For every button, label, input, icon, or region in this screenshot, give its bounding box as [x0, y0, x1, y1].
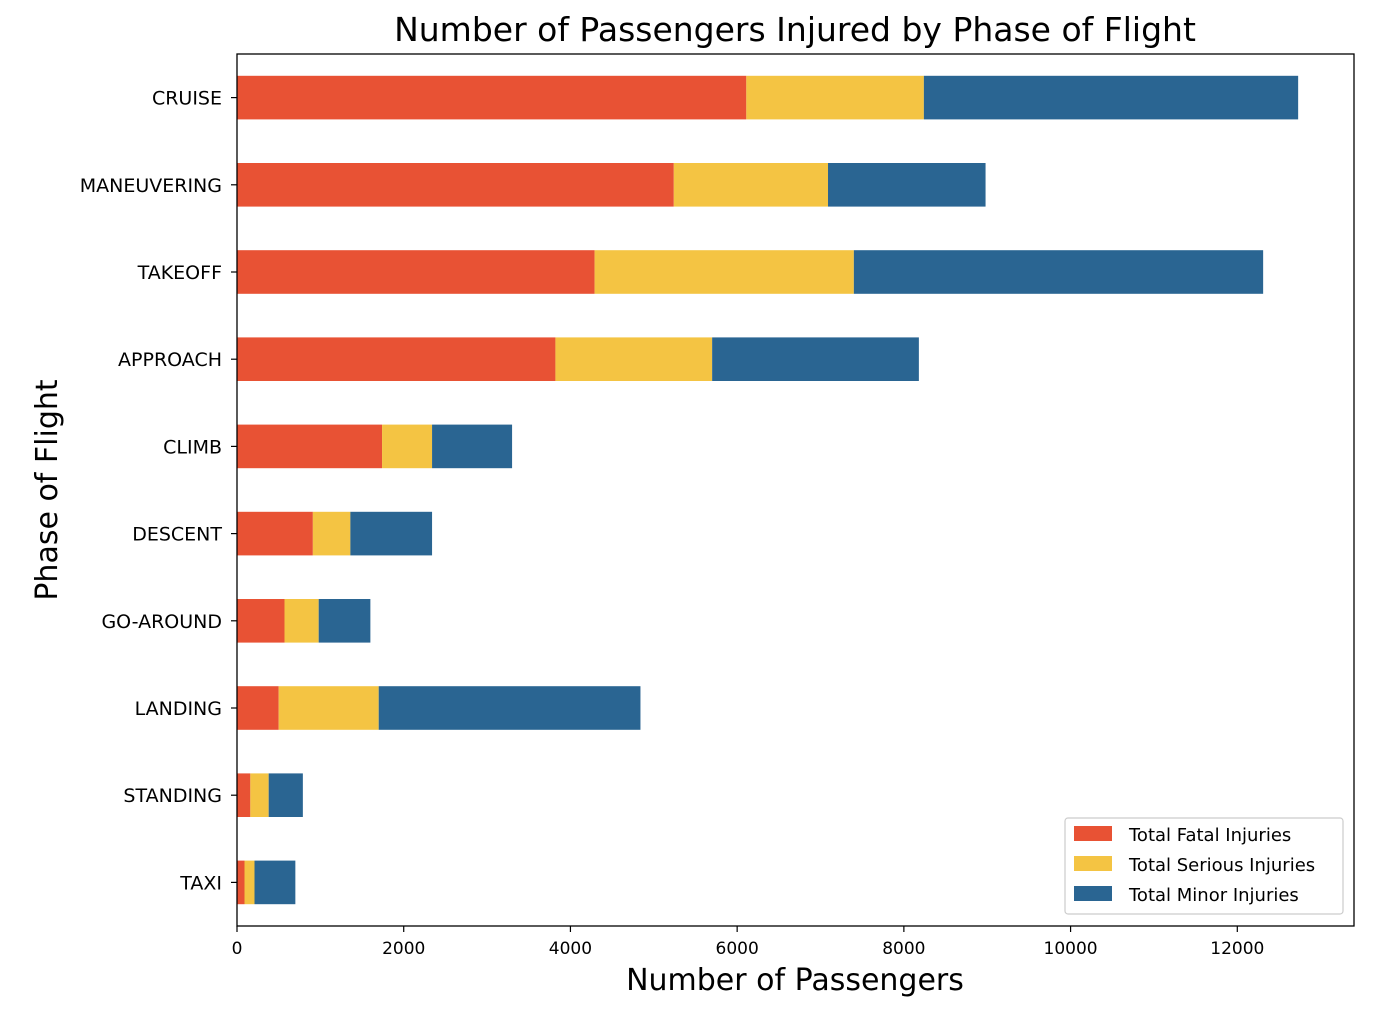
legend-label: Total Serious Injuries — [1128, 855, 1315, 876]
legend-frame — [1064, 817, 1344, 915]
bar-segment — [746, 75, 924, 120]
bars-group — [237, 75, 1299, 905]
legend-swatch — [1074, 826, 1112, 841]
y-tick-label: APPROACH — [118, 349, 222, 371]
bar-segment — [378, 686, 641, 730]
bar-segment — [284, 599, 319, 643]
y-tick-label: TAKEOFF — [137, 262, 222, 284]
x-axis-label: Number of Passengers — [626, 963, 964, 998]
legend: Total Fatal Injuries Total Serious Injuri… — [1064, 817, 1344, 915]
bar-segment — [278, 686, 379, 730]
bar-segment — [382, 424, 433, 469]
x-tick-label: 8000 — [882, 939, 925, 959]
bar-segment — [350, 511, 433, 556]
y-tick-label: TAXI — [179, 872, 222, 894]
bar-segment — [268, 773, 303, 817]
bar-segment — [432, 424, 513, 469]
legend-swatch — [1074, 856, 1112, 871]
bar-segment — [237, 860, 245, 905]
bar-segment — [237, 424, 383, 469]
y-tick-label: CRUISE — [152, 88, 222, 110]
bar-segment — [555, 337, 713, 381]
bar-segment — [712, 337, 919, 381]
y-tick-label: CLIMB — [163, 436, 222, 458]
bar-segment — [237, 250, 595, 294]
legend-label: Total Minor Injuries — [1128, 885, 1299, 906]
bar-segment — [923, 75, 1299, 120]
bar-segment — [244, 860, 255, 905]
bar-segment — [673, 163, 829, 207]
y-axis-ticks: CRUISE MANEUVERING TAKEOFF APPROACH CLIMB DES… — [80, 88, 237, 894]
y-tick-label: MANEUVERING — [80, 175, 222, 197]
legend-label: Total Fatal Injuries — [1128, 825, 1291, 846]
x-tick-label: 6000 — [716, 939, 759, 959]
bar-segment — [254, 860, 296, 905]
chart-title: Number of Passengers Injured by Phase of… — [394, 10, 1196, 49]
plot-frame — [236, 53, 1355, 927]
bar-segment — [312, 511, 351, 556]
x-tick-label: 2000 — [382, 939, 425, 959]
x-tick-label: 12000 — [1210, 939, 1264, 959]
y-tick-label: DESCENT — [132, 524, 222, 546]
legend-swatch — [1074, 886, 1112, 901]
bar-segment — [237, 75, 747, 120]
bar-segment — [828, 163, 986, 207]
bar-segment — [237, 599, 285, 643]
x-tick-label: 0 — [232, 939, 243, 959]
x-tick-label: 4000 — [549, 939, 592, 959]
bar-segment — [237, 163, 674, 207]
x-tick-label: 10000 — [1044, 939, 1098, 959]
bar-segment — [853, 250, 1264, 294]
bar-segment — [318, 599, 371, 643]
bar-segment — [237, 686, 279, 730]
y-tick-label: STANDING — [123, 785, 222, 807]
bar-segment — [250, 773, 269, 817]
bar-segment — [237, 337, 556, 381]
y-tick-label: GO-AROUND — [101, 611, 222, 633]
x-axis-ticks: 0 2000 4000 6000 8000 10000 12000 — [232, 926, 1264, 959]
bar-segment — [237, 773, 251, 817]
bar-segment — [237, 511, 313, 556]
y-tick-label: LANDING — [135, 698, 222, 720]
bar-segment — [594, 250, 854, 294]
y-axis-label: Phase of Flight — [30, 379, 65, 601]
